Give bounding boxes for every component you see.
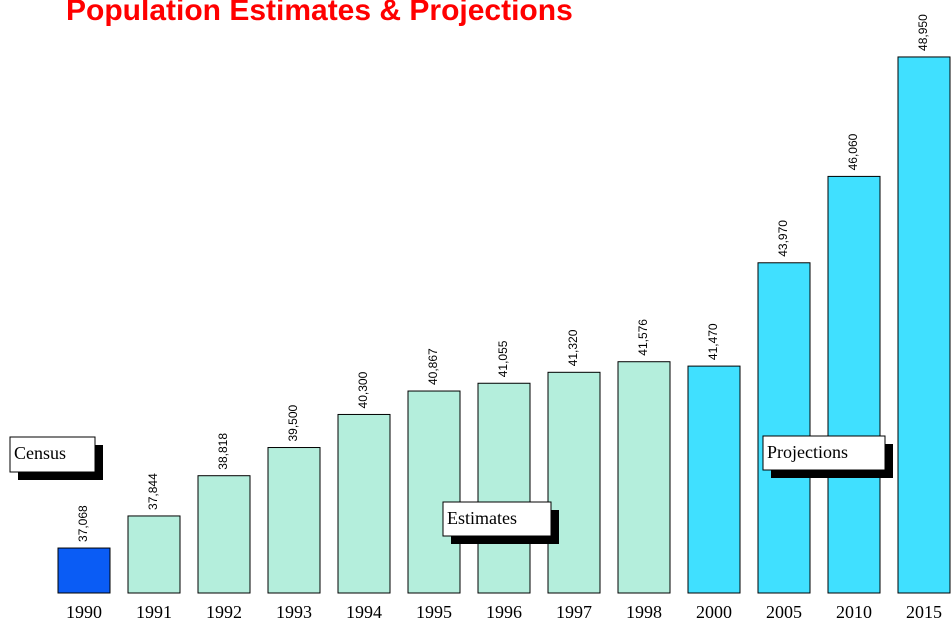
bar — [547, 371, 601, 594]
value-label: 41,470 — [706, 323, 720, 360]
value-label: 39,500 — [286, 404, 300, 441]
x-tick-label: 1995 — [416, 602, 452, 622]
box — [762, 435, 886, 471]
x-tick-label: 1992 — [206, 602, 242, 622]
x-tick-label: 1998 — [626, 602, 662, 622]
x-tick-label: 2005 — [766, 602, 802, 622]
x-tick-label: 2010 — [836, 602, 872, 622]
value-label: 41,055 — [496, 340, 510, 377]
x-tick-label: 1996 — [486, 602, 522, 622]
x-tick-label: 2015 — [906, 602, 942, 622]
value-label: 46,060 — [846, 133, 860, 170]
bar — [267, 447, 321, 594]
x-tick-label: 2000 — [696, 602, 732, 622]
annotation: Estimates — [447, 508, 517, 528]
value-label: 40,300 — [356, 371, 370, 408]
bar — [687, 365, 741, 594]
projections-box: Projections — [762, 435, 893, 478]
bar — [337, 413, 391, 594]
chart-title: Population Estimates & Projections — [66, 0, 573, 27]
box — [442, 501, 552, 537]
bar — [197, 475, 251, 594]
bar — [897, 56, 951, 594]
bar — [407, 390, 461, 594]
bar — [757, 262, 811, 594]
value-label: 37,068 — [76, 505, 90, 542]
value-label: 38,818 — [216, 433, 230, 470]
census-box: Census — [9, 436, 103, 480]
bar — [617, 361, 671, 594]
x-tick-label: 1991 — [136, 602, 172, 622]
value-label: 37,844 — [146, 473, 160, 510]
x-tick-label: 1997 — [556, 602, 592, 622]
value-label: 41,320 — [566, 329, 580, 366]
x-tick-label: 1994 — [346, 602, 382, 622]
bar — [127, 515, 181, 594]
value-label: 40,867 — [426, 348, 440, 385]
annotation: Projections — [767, 442, 848, 462]
bar — [477, 382, 531, 594]
annotation: Census — [14, 443, 66, 463]
value-label: 48,950 — [916, 14, 930, 51]
bar — [57, 547, 111, 594]
value-label: 43,970 — [776, 220, 790, 257]
x-tick-label: 1990 — [66, 602, 102, 622]
value-label: 41,576 — [636, 319, 650, 356]
box — [9, 436, 96, 473]
estimates-box: Estimates — [442, 501, 559, 544]
x-tick-label: 1993 — [276, 602, 312, 622]
bar — [827, 175, 881, 594]
